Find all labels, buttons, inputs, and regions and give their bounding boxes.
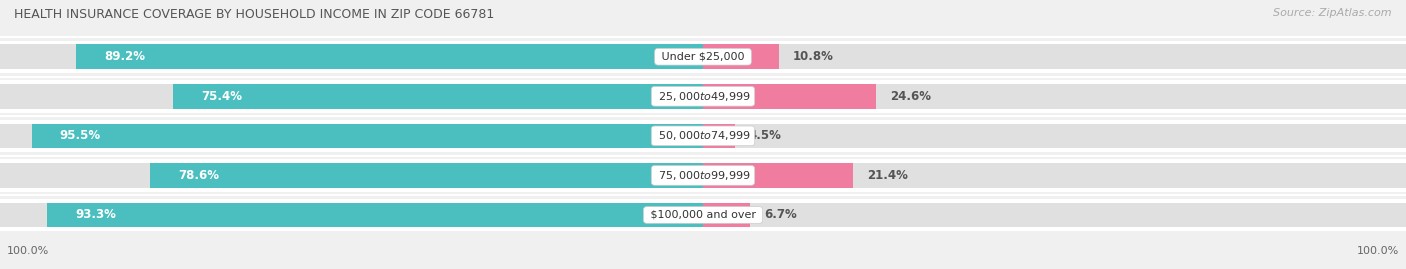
Bar: [703, 44, 1406, 69]
Text: 21.4%: 21.4%: [868, 169, 908, 182]
Bar: [0, 203, 703, 227]
Text: Under $25,000: Under $25,000: [658, 52, 748, 62]
Bar: [703, 123, 1406, 148]
Text: $75,000 to $99,999: $75,000 to $99,999: [655, 169, 751, 182]
Text: 75.4%: 75.4%: [201, 90, 242, 103]
Bar: [703, 163, 853, 188]
Text: 4.5%: 4.5%: [748, 129, 782, 142]
Text: HEALTH INSURANCE COVERAGE BY HOUSEHOLD INCOME IN ZIP CODE 66781: HEALTH INSURANCE COVERAGE BY HOUSEHOLD I…: [14, 8, 495, 21]
Bar: [703, 44, 779, 69]
Text: 6.7%: 6.7%: [765, 208, 797, 221]
Text: 78.6%: 78.6%: [179, 169, 219, 182]
Bar: [0, 84, 703, 109]
Bar: [76, 44, 703, 69]
Bar: [48, 203, 703, 227]
Bar: [150, 163, 703, 188]
Bar: [703, 84, 1406, 109]
Bar: [173, 84, 703, 109]
Text: Source: ZipAtlas.com: Source: ZipAtlas.com: [1274, 8, 1392, 18]
Bar: [0, 44, 703, 69]
Bar: [703, 163, 1406, 188]
Text: $25,000 to $49,999: $25,000 to $49,999: [655, 90, 751, 103]
Bar: [703, 123, 734, 148]
Bar: [703, 203, 751, 227]
Bar: [703, 84, 876, 109]
Text: 95.5%: 95.5%: [60, 129, 101, 142]
Bar: [0, 199, 1406, 231]
Text: $100,000 and over: $100,000 and over: [647, 210, 759, 220]
Bar: [32, 123, 703, 148]
Text: 24.6%: 24.6%: [890, 90, 931, 103]
Bar: [0, 159, 1406, 192]
Text: 100.0%: 100.0%: [1357, 246, 1399, 256]
Bar: [0, 163, 703, 188]
Bar: [703, 203, 1406, 227]
Bar: [0, 41, 1406, 73]
Bar: [0, 80, 1406, 112]
Text: 10.8%: 10.8%: [793, 50, 834, 63]
Text: 93.3%: 93.3%: [76, 208, 117, 221]
Text: 89.2%: 89.2%: [104, 50, 145, 63]
Bar: [0, 120, 1406, 152]
Bar: [0, 123, 703, 148]
Text: 100.0%: 100.0%: [7, 246, 49, 256]
Text: $50,000 to $74,999: $50,000 to $74,999: [655, 129, 751, 142]
